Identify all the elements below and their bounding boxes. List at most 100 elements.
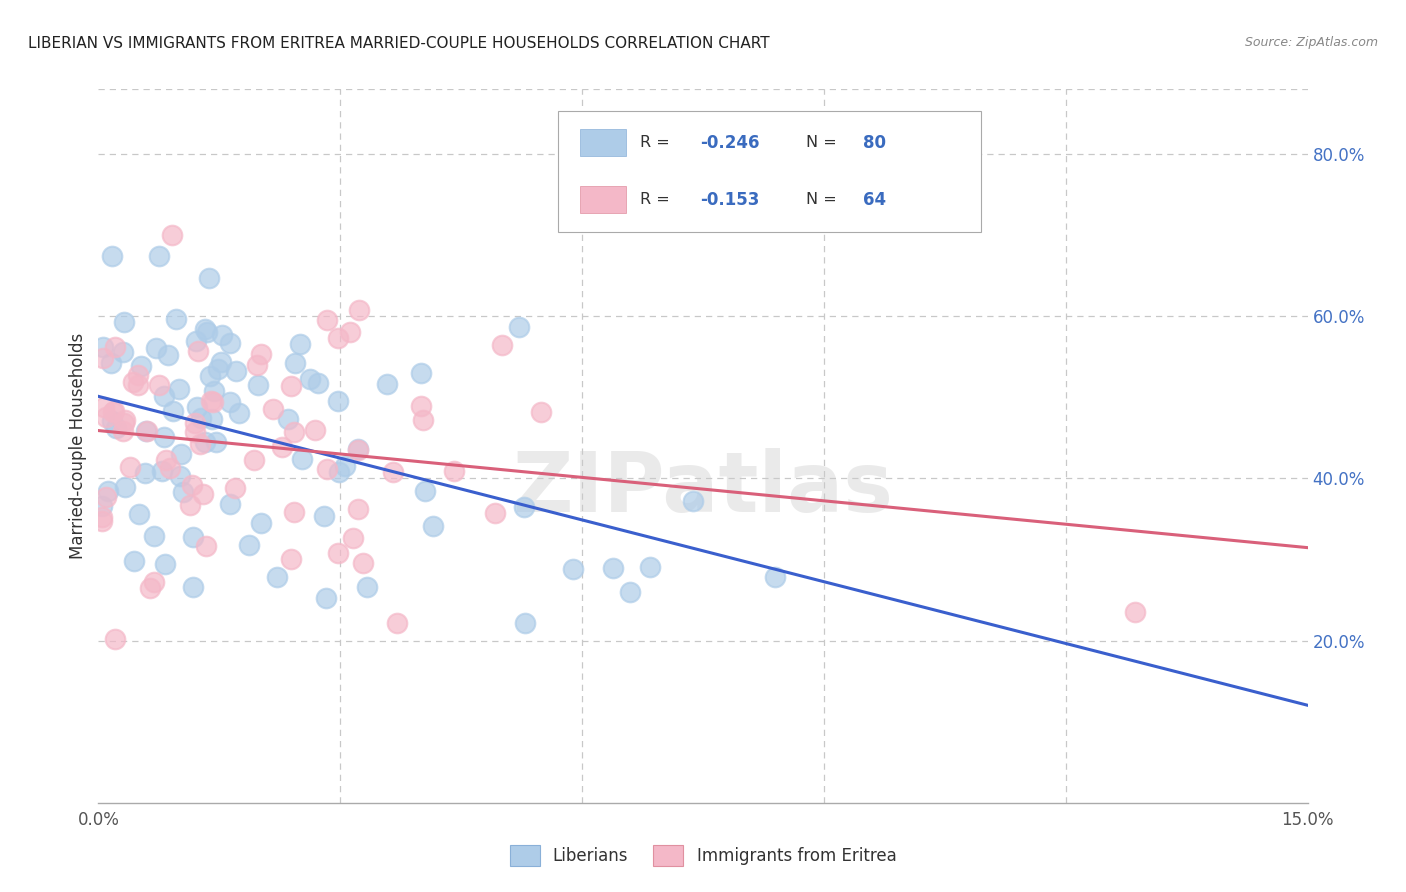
Point <box>162 404 184 418</box>
Point <box>207 362 229 376</box>
Point <box>197 271 219 285</box>
Point <box>347 502 370 516</box>
Point <box>91 500 114 514</box>
Point <box>326 331 349 345</box>
Point <box>326 546 349 560</box>
Point <box>184 334 207 348</box>
Point <box>1123 605 1146 619</box>
Point <box>304 423 326 437</box>
Point <box>172 485 194 500</box>
Text: 64: 64 <box>863 191 886 209</box>
Point <box>283 425 305 439</box>
Point <box>219 395 242 409</box>
Point <box>103 404 125 418</box>
Text: R =: R = <box>640 136 675 150</box>
Point <box>602 561 624 575</box>
Point <box>103 404 125 418</box>
Point <box>160 228 183 243</box>
Point <box>100 249 122 263</box>
Point <box>194 322 217 336</box>
Point <box>129 359 152 373</box>
Point <box>262 401 284 416</box>
Point <box>513 615 536 630</box>
Point <box>312 509 335 524</box>
Point <box>218 335 240 350</box>
Point <box>183 530 205 544</box>
Point <box>165 312 187 326</box>
Point <box>197 325 219 339</box>
Point <box>638 559 661 574</box>
Point <box>169 469 191 483</box>
Point <box>150 464 173 478</box>
Point <box>122 554 145 568</box>
Text: ZIPatlas: ZIPatlas <box>513 449 893 529</box>
Text: N =: N = <box>806 136 842 150</box>
Point <box>153 389 176 403</box>
Point <box>246 358 269 372</box>
Point <box>315 461 337 475</box>
Point <box>159 460 181 475</box>
Point <box>190 437 212 451</box>
Point <box>91 514 114 528</box>
Point <box>122 375 145 389</box>
Legend: Liberians, Immigrants from Eritrea: Liberians, Immigrants from Eritrea <box>509 846 897 866</box>
Text: N =: N = <box>806 193 842 207</box>
Point <box>250 516 273 530</box>
Point <box>202 395 225 409</box>
Point <box>94 490 117 504</box>
Text: -0.246: -0.246 <box>700 134 761 152</box>
Point <box>190 411 212 425</box>
Point <box>328 465 350 479</box>
Point <box>179 498 201 512</box>
Point <box>156 348 179 362</box>
Point <box>277 411 299 425</box>
Point <box>97 483 120 498</box>
Y-axis label: Married-couple Households: Married-couple Households <box>69 333 87 559</box>
Point <box>153 430 176 444</box>
Point <box>200 393 222 408</box>
Point <box>155 557 177 571</box>
Point <box>205 435 228 450</box>
Point <box>112 315 135 329</box>
Point <box>200 368 222 383</box>
Point <box>145 341 167 355</box>
Point <box>100 356 122 370</box>
Point <box>280 551 302 566</box>
Point <box>101 414 124 428</box>
Point <box>184 425 207 440</box>
Point <box>246 377 269 392</box>
Point <box>224 481 246 495</box>
Point <box>266 570 288 584</box>
Point <box>243 452 266 467</box>
Point <box>91 510 114 524</box>
Point <box>142 529 165 543</box>
Point <box>238 537 260 551</box>
Point <box>218 497 240 511</box>
Point <box>356 580 378 594</box>
Point <box>413 483 436 498</box>
Point <box>530 405 553 419</box>
Point <box>167 383 190 397</box>
Point <box>104 421 127 435</box>
Point <box>411 366 433 380</box>
Point <box>135 424 157 438</box>
Point <box>155 452 177 467</box>
Point <box>288 337 311 351</box>
Point <box>484 506 506 520</box>
Point <box>184 417 207 431</box>
Point <box>280 379 302 393</box>
Text: 80: 80 <box>863 134 886 152</box>
Point <box>187 344 209 359</box>
Point <box>342 531 364 545</box>
Point <box>114 480 136 494</box>
Point <box>148 377 170 392</box>
Point <box>271 441 294 455</box>
Point <box>349 302 371 317</box>
Point <box>283 504 305 518</box>
Point <box>118 459 141 474</box>
Text: LIBERIAN VS IMMIGRANTS FROM ERITREA MARRIED-COUPLE HOUSEHOLDS CORRELATION CHART: LIBERIAN VS IMMIGRANTS FROM ERITREA MARR… <box>28 36 769 51</box>
Point <box>194 435 217 450</box>
Point <box>326 393 349 408</box>
Point <box>111 424 134 438</box>
FancyBboxPatch shape <box>579 129 626 156</box>
